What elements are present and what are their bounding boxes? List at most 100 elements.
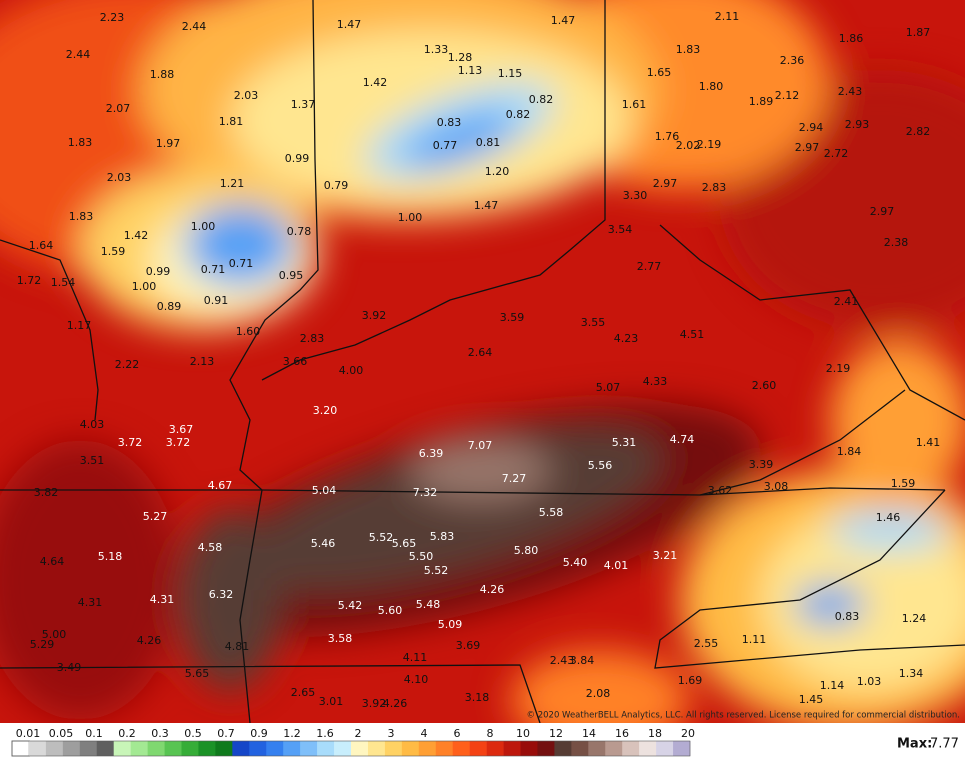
legend-swatch: [181, 741, 199, 756]
station-value: 4.01: [604, 559, 629, 572]
station-value: 1.00: [398, 211, 423, 224]
station-value: 3.08: [764, 480, 789, 493]
station-value: 2.23: [100, 11, 125, 24]
station-value: 5.29: [30, 638, 55, 651]
station-value: 4.26: [383, 697, 408, 710]
station-value: 1.11: [742, 633, 767, 646]
station-value: 5.65: [392, 537, 417, 550]
labels: 2.23 2.44 2.44 1.88 2.07 2.03 1.81 1.83 1.97 2.03…: [17, 10, 941, 710]
station-value: 1.65: [647, 66, 672, 79]
station-value: 2.97: [795, 141, 820, 154]
station-value: 3.69: [456, 639, 481, 652]
legend-swatch: [130, 741, 148, 756]
legend-tick-label: 0.7: [217, 727, 235, 740]
station-value: 1.20: [485, 165, 510, 178]
station-value: 1.13: [458, 64, 483, 77]
legend-tick-label: 6: [454, 727, 461, 740]
station-value: 3.82: [34, 486, 59, 499]
station-value: 2.36: [780, 54, 805, 67]
station-value: 1.45: [799, 693, 824, 706]
station-value: 1.42: [124, 229, 149, 242]
station-value: 0.99: [285, 152, 310, 165]
station-value: 4.31: [150, 593, 175, 606]
legend-tick-label: 0.1: [85, 727, 103, 740]
station-value: 2.44: [66, 48, 91, 61]
station-value: 5.18: [98, 550, 123, 563]
station-value: 5.52: [369, 531, 394, 544]
station-value: 0.91: [204, 294, 229, 307]
station-value: 5.52: [424, 564, 449, 577]
max-label: Max:: [897, 737, 932, 752]
legend-swatch: [503, 741, 521, 756]
station-value: 3.30: [623, 189, 648, 202]
station-value: 2.19: [826, 362, 851, 375]
station-value: 0.99: [146, 265, 171, 278]
station-value: 5.80: [514, 544, 539, 557]
station-value: 3.72: [118, 436, 143, 449]
legend-swatch: [520, 741, 538, 756]
station-value: 1.89: [749, 95, 774, 108]
legend-swatch: [300, 741, 318, 756]
legend-tick-label: 16: [615, 727, 629, 740]
station-value: 2.55: [694, 637, 719, 650]
station-value: 3.39: [749, 458, 774, 471]
station-value: 0.71: [201, 263, 226, 276]
station-value: 0.77: [433, 139, 458, 152]
station-value: 1.81: [219, 115, 244, 128]
station-value: 5.40: [563, 556, 588, 569]
station-value: 3.51: [80, 454, 105, 467]
station-value: 3.18: [465, 691, 490, 704]
legend-swatch: [418, 741, 437, 756]
station-value: 1.64: [29, 239, 54, 252]
station-value: 2.83: [702, 181, 727, 194]
station-value: 2.03: [107, 171, 132, 184]
legend-swatch: [622, 741, 640, 756]
max-value: 7.77: [930, 737, 959, 752]
station-value: 2.93: [845, 118, 870, 131]
station-value: 4.00: [339, 364, 364, 377]
station-value: 1.72: [17, 274, 42, 287]
station-value: 1.28: [448, 51, 473, 64]
station-value: 5.60: [378, 604, 403, 617]
legend-swatch: [198, 741, 216, 756]
station-value: 1.47: [474, 199, 499, 212]
station-value: 0.81: [476, 136, 501, 149]
station-value: 5.46: [311, 537, 336, 550]
station-value: 2.82: [906, 125, 931, 138]
station-value: 7.27: [502, 472, 527, 485]
station-value: 1.17: [67, 319, 92, 332]
station-value: 1.84: [837, 445, 862, 458]
legend-tick-label: 1.6: [316, 727, 334, 740]
legend-swatch: [588, 741, 606, 756]
legend-tick-label: 12: [549, 727, 563, 740]
station-value: 3.01: [319, 695, 344, 708]
station-value: 3.72: [166, 436, 191, 449]
station-value: 2.94: [799, 121, 824, 134]
station-value: 1.80: [699, 80, 724, 93]
station-value: 5.31: [612, 436, 637, 449]
station-value: 5.48: [416, 598, 441, 611]
station-value: 4.81: [225, 640, 250, 653]
station-value: 1.21: [220, 177, 245, 190]
station-value: 5.09: [438, 618, 463, 631]
station-value: 4.23: [614, 332, 639, 345]
copyright: © 2020 WeatherBELL Analytics, LLC. All r…: [527, 711, 960, 721]
station-value: 1.83: [69, 210, 94, 223]
station-value: 1.37: [291, 98, 316, 111]
station-value: 4.26: [137, 634, 162, 647]
station-value: 1.97: [156, 137, 181, 150]
station-value: 0.71: [229, 257, 254, 270]
station-value: 5.83: [430, 530, 455, 543]
station-value: 1.24: [902, 612, 927, 625]
station-value: 2.65: [291, 686, 316, 699]
legend-swatch: [367, 741, 386, 756]
station-value: 1.15: [498, 67, 523, 80]
legend-swatch: [266, 741, 284, 756]
station-value: 3.62: [708, 484, 733, 497]
station-value: 5.58: [539, 506, 564, 519]
station-value: 1.33: [424, 43, 449, 56]
station-value: 3.20: [313, 404, 338, 417]
station-value: 2.11: [715, 10, 740, 23]
